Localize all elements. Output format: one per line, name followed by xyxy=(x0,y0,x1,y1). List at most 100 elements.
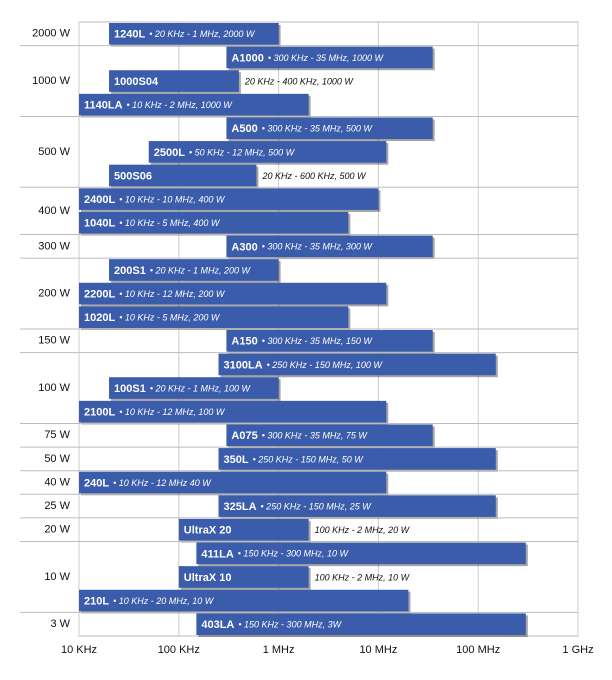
bar xyxy=(148,141,387,163)
bar-name: 100S1 xyxy=(114,383,146,395)
y-group-label: 150 W xyxy=(38,335,70,347)
y-group-label: 2000 W xyxy=(32,28,71,40)
bar xyxy=(79,282,387,305)
y-group-label: 200 W xyxy=(38,287,70,299)
x-tick-label: 1 GHz xyxy=(562,644,593,656)
bar-name: A075 xyxy=(231,430,257,442)
y-group-label: 400 W xyxy=(38,205,70,217)
bar-desc: 20 KHz - 600 KHz, 500 W xyxy=(261,171,367,181)
bar xyxy=(79,211,349,234)
y-group-label: 40 W xyxy=(44,476,70,488)
x-tick-label: 1 MHz xyxy=(263,644,295,656)
bar-name: A1000 xyxy=(231,52,263,64)
bar xyxy=(226,424,433,447)
x-tick-label: 100 KHz xyxy=(158,644,200,656)
bar xyxy=(196,613,526,635)
bar-desc: 100 KHz - 2 MHz, 10 W xyxy=(315,572,411,582)
bar-desc: • 300 KHz - 35 MHz, 150 W xyxy=(262,336,374,346)
bar-desc: • 10 KHz - 12 MHz, 100 W xyxy=(119,407,226,417)
bar xyxy=(226,117,433,140)
bar-desc: • 10 KHz - 5 MHz, 400 W xyxy=(119,218,221,228)
bar-desc: • 10 KHz - 5 MHz, 200 W xyxy=(119,313,221,323)
x-tick-label: 10 KHz xyxy=(61,644,97,656)
bar-name: A500 xyxy=(231,123,257,135)
bar xyxy=(79,188,379,210)
bar xyxy=(178,566,309,588)
y-group-label: 3 W xyxy=(50,618,70,630)
bar-desc: • 150 KHz - 300 MHz, 10 W xyxy=(238,549,350,559)
x-tick-label: 10 MHz xyxy=(359,644,397,656)
bar xyxy=(226,235,433,258)
bar-name: 210L xyxy=(84,595,109,607)
bar-name: 325LA xyxy=(224,501,257,513)
bar xyxy=(196,542,526,565)
bar xyxy=(79,306,349,328)
bar-name: UltraX 10 xyxy=(184,572,232,584)
bar xyxy=(218,353,496,376)
bar xyxy=(109,70,239,92)
y-group-label: 1000 W xyxy=(32,75,71,87)
bar-name: 1040L xyxy=(84,218,115,230)
y-group-label: 50 W xyxy=(44,453,70,465)
bar-desc: • 250 KHz - 150 MHz, 50 W xyxy=(253,454,365,464)
bar-desc: • 250 KHz - 150 MHz, 100 W xyxy=(267,360,384,370)
x-tick-label: 100 MHz xyxy=(456,644,500,656)
bar-desc: • 250 KHz - 150 MHz, 25 W xyxy=(261,501,373,511)
bar-name: A150 xyxy=(231,336,257,348)
bar-desc: • 300 KHz - 35 MHz, 500 W xyxy=(262,124,374,134)
bar-desc: • 300 KHz - 35 MHz, 1000 W xyxy=(268,53,385,63)
bar-name: A300 xyxy=(231,241,257,253)
bar xyxy=(109,259,279,281)
bar-desc: • 10 KHz - 12 MHz 40 W xyxy=(113,478,212,488)
bar-name: UltraX 20 xyxy=(184,525,232,537)
bar-desc: • 10 KHz - 10 MHz, 400 W xyxy=(119,194,226,204)
bar-desc: • 10 KHz - 12 MHz, 200 W xyxy=(119,289,226,299)
bar-desc: 100 KHz - 2 MHz, 20 W xyxy=(315,525,411,535)
bar-desc: • 300 KHz - 35 MHz, 300 W xyxy=(262,242,374,252)
y-group-label: 25 W xyxy=(44,500,70,512)
bar-name: 2400L xyxy=(84,194,115,206)
y-group-label: 500 W xyxy=(38,146,70,158)
bar-name: 1140LA xyxy=(84,100,123,112)
bar-name: 1020L xyxy=(84,312,115,324)
y-group-label: 10 W xyxy=(44,571,70,583)
bar xyxy=(218,495,496,517)
y-group-label: 75 W xyxy=(44,429,70,441)
bar-name: 2200L xyxy=(84,288,115,300)
y-group-label: 300 W xyxy=(38,240,70,252)
bar xyxy=(178,518,309,541)
bar-name: 240L xyxy=(84,477,109,489)
bar-name: 2100L xyxy=(84,407,115,419)
bar-desc: • 10 KHz - 2 MHz, 1000 W xyxy=(127,100,234,110)
bar-name: 200S1 xyxy=(114,265,146,277)
bar-name: 3100LA xyxy=(224,359,263,371)
bar-name: 350L xyxy=(224,454,249,466)
bar-name: 2500L xyxy=(154,147,185,159)
bar xyxy=(226,330,433,352)
bar-desc: • 300 KHz - 35 MHz, 75 W xyxy=(262,431,369,441)
y-group-label: 100 W xyxy=(38,382,70,394)
bar-desc: • 20 KHz - 1 MHz, 2000 W xyxy=(149,29,256,39)
bar-desc: • 50 KHz - 12 MHz, 500 W xyxy=(189,147,296,157)
bar xyxy=(109,164,257,187)
bar-desc: 20 KHz - 400 KHz, 1000 W xyxy=(244,76,355,86)
bar xyxy=(218,448,496,470)
bar-name: 1240L xyxy=(114,29,145,41)
bar-desc: • 20 KHz - 1 MHz, 200 W xyxy=(150,265,252,275)
bar-name: 403LA xyxy=(201,619,234,631)
bar xyxy=(226,46,433,69)
bar xyxy=(79,93,309,116)
bar-desc: • 10 KHz - 20 MHz, 10 W xyxy=(113,596,215,606)
bar xyxy=(79,589,409,612)
bar-desc: • 20 KHz - 1 MHz, 100 W xyxy=(150,383,252,393)
bar-desc: • 150 KHz - 300 MHz, 3W xyxy=(238,620,342,630)
bar xyxy=(109,23,279,45)
bar xyxy=(109,377,279,399)
bar-name: 411LA xyxy=(201,548,233,560)
y-group-label: 20 W xyxy=(44,524,70,536)
bar xyxy=(79,471,387,494)
bar-name: 500S06 xyxy=(114,170,152,182)
bar xyxy=(79,400,387,423)
bar-name: 1000S04 xyxy=(114,76,159,88)
